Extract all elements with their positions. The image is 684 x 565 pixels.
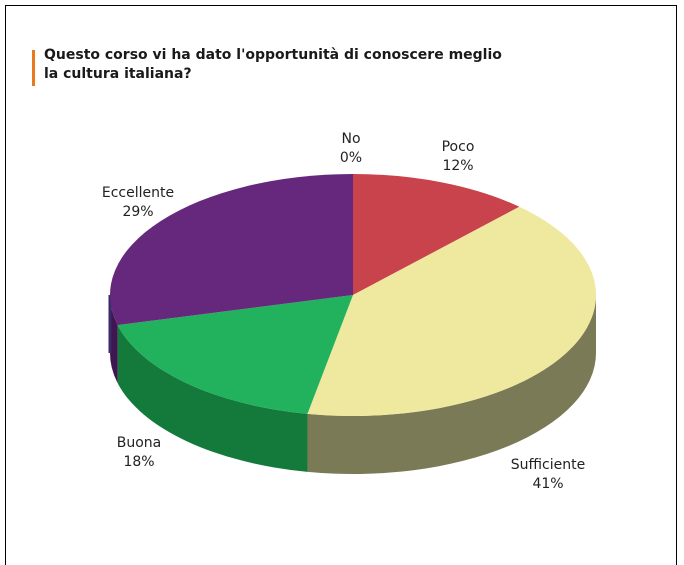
slice-percent: 29% xyxy=(122,204,154,220)
pie-side-eccellente xyxy=(110,295,118,384)
slice-percent: 41% xyxy=(532,476,564,492)
slice-name: No xyxy=(341,131,361,147)
slice-label-no: No 0% xyxy=(326,130,376,168)
chart-title: Questo corso vi ha dato l'opportunità di… xyxy=(44,47,502,82)
title-accent-bar xyxy=(32,50,35,86)
pie-side-buona xyxy=(117,325,308,472)
slice-name: Eccellente xyxy=(101,185,175,201)
slice-percent: 18% xyxy=(123,454,155,470)
slice-label-eccellente: Eccellente 29% xyxy=(88,184,188,222)
slice-name: Poco xyxy=(441,139,475,155)
slice-name: Sufficiente xyxy=(510,457,586,473)
pie-slice-buona xyxy=(117,295,353,414)
pie-side-sufficiente xyxy=(307,295,596,474)
slice-label-sufficiente: Sufficiente 41% xyxy=(498,456,598,494)
slice-name: Buona xyxy=(116,435,162,451)
pie-slice-poco xyxy=(353,174,520,295)
slice-label-buona: Buona 18% xyxy=(104,434,174,472)
slice-percent: 0% xyxy=(339,150,363,166)
pie-slice-eccellente xyxy=(110,174,354,326)
pie-slice-sufficiente xyxy=(307,206,596,416)
slice-label-poco: Poco 12% xyxy=(428,138,488,176)
slice-percent: 12% xyxy=(442,158,474,174)
